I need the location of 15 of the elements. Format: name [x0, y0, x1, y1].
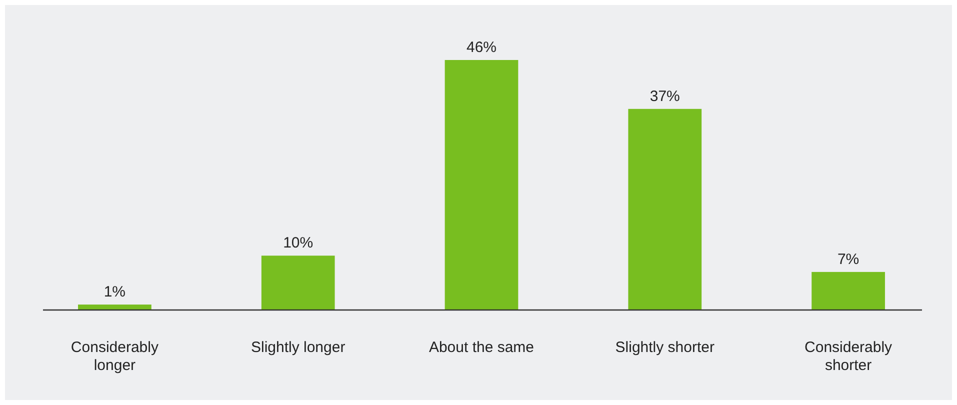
data-label: 46%	[466, 39, 497, 56]
bar	[261, 256, 335, 310]
x-tick-label: Considerably longer	[70, 339, 159, 374]
data-label: 37%	[650, 88, 680, 105]
bar	[78, 304, 152, 310]
data-label: 10%	[283, 234, 314, 252]
data-label: 7%	[837, 250, 860, 268]
data-label: 1%	[104, 284, 126, 301]
x-tick-label: Considerably shorter	[804, 339, 893, 374]
bar	[444, 60, 518, 310]
bar	[812, 272, 885, 310]
x-tick-label: About the same	[428, 339, 534, 356]
x-tick-label: Slightly longer	[250, 339, 346, 356]
x-tick-label: Slightly shorter	[615, 339, 715, 356]
bar	[628, 108, 702, 310]
